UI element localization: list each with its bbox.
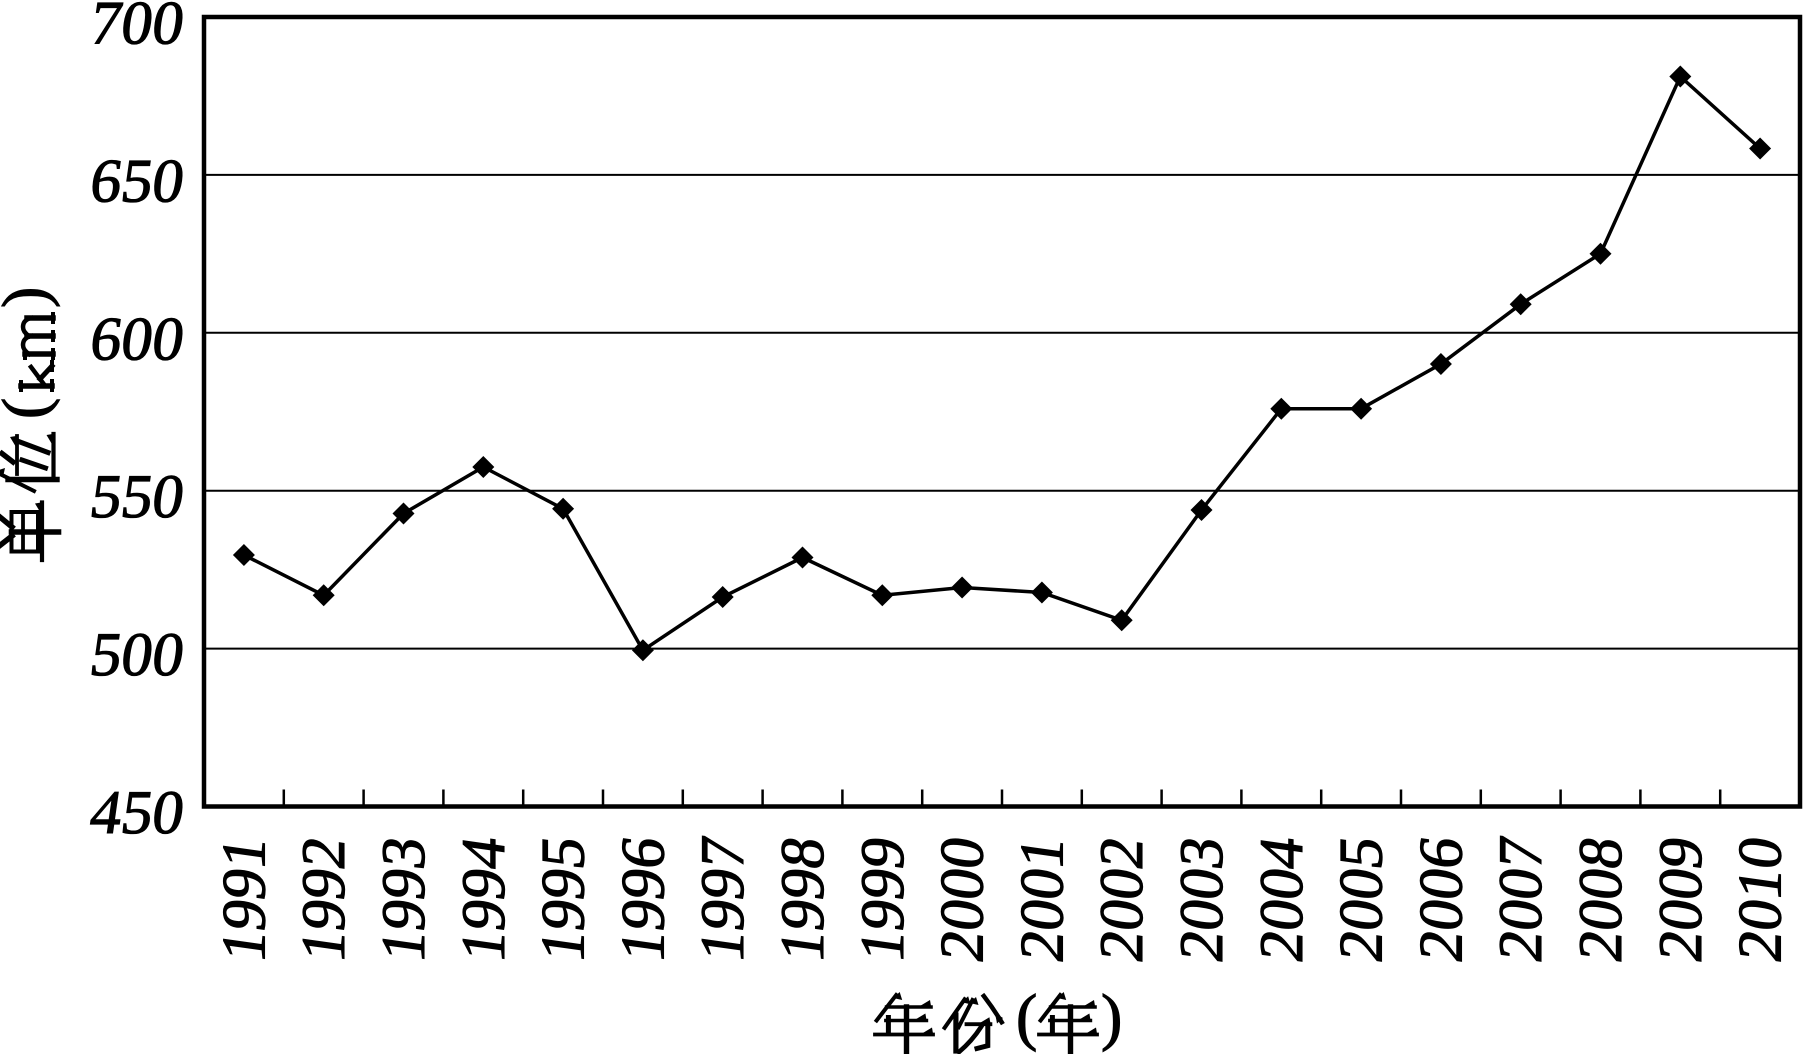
svg-text:2008: 2008 xyxy=(1566,832,1635,966)
svg-text:(: ( xyxy=(1016,981,1037,1052)
svg-text:2003: 2003 xyxy=(1167,832,1236,966)
svg-text:1997: 1997 xyxy=(688,832,757,966)
svg-text:500: 500 xyxy=(86,620,189,689)
svg-text:1996: 1996 xyxy=(609,832,678,966)
svg-text:): ) xyxy=(1101,981,1122,1052)
svg-text:2006: 2006 xyxy=(1407,832,1476,966)
svg-text:2002: 2002 xyxy=(1087,832,1156,966)
svg-text:2007: 2007 xyxy=(1486,832,1555,966)
svg-text:1995: 1995 xyxy=(529,832,598,966)
svg-text:1994: 1994 xyxy=(449,832,518,966)
svg-text:2004: 2004 xyxy=(1247,832,1316,966)
svg-text:600: 600 xyxy=(86,305,189,374)
svg-text:2000: 2000 xyxy=(928,832,997,966)
svg-text:450: 450 xyxy=(86,778,189,847)
svg-text:700: 700 xyxy=(86,0,189,57)
svg-text:650: 650 xyxy=(86,147,189,216)
svg-text:2001: 2001 xyxy=(1008,832,1077,966)
svg-text:2005: 2005 xyxy=(1327,832,1396,966)
svg-text:1993: 1993 xyxy=(369,832,438,966)
svg-text:1991: 1991 xyxy=(210,832,279,966)
svg-text:): ) xyxy=(0,287,60,308)
svg-text:550: 550 xyxy=(86,462,189,531)
svg-text:1992: 1992 xyxy=(289,832,358,966)
svg-text:1999: 1999 xyxy=(848,832,917,966)
svg-text:2010: 2010 xyxy=(1726,832,1795,966)
svg-text:(: ( xyxy=(0,398,60,419)
svg-text:1998: 1998 xyxy=(768,832,837,966)
svg-text:2009: 2009 xyxy=(1646,832,1715,966)
